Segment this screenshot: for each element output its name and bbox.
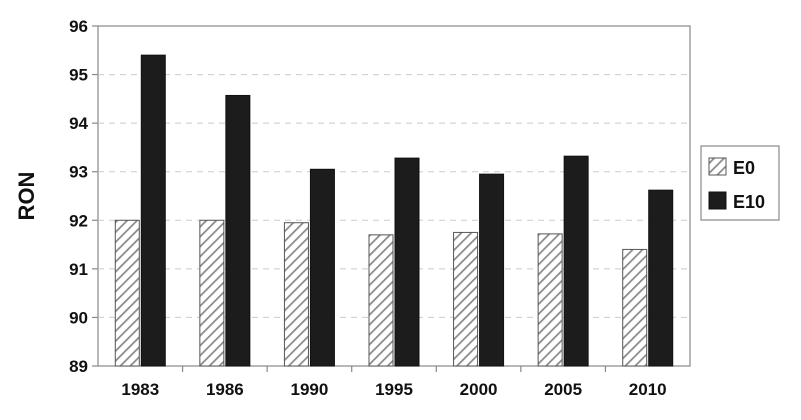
x-tick-label: 2010 [629,380,667,399]
y-axis-label: RON [14,172,39,221]
legend-swatch-e10 [708,191,727,210]
legend-label-e0: E0 [733,158,755,178]
x-tick-label: 2005 [544,380,582,399]
x-tick-label: 1995 [375,380,413,399]
bar-e10-1983 [140,54,166,367]
bar-e10-2005 [563,155,589,367]
x-tick-labels: 1983 1986 1990 1995 2000 2005 2010 [121,366,667,399]
x-tick-label: 2000 [460,380,498,399]
y-tick-label: 96 [69,17,88,36]
y-tick-label: 91 [69,260,88,279]
y-tick-label: 90 [69,308,88,327]
bar-e10-1995 [394,157,420,367]
bar-e10-1990 [309,168,335,367]
bar-e0-2005 [537,233,563,367]
y-tick-labels: 89 90 91 92 93 94 95 96 [69,17,98,376]
legend: E0 E10 [700,145,780,221]
bar-e0-1990 [283,222,309,367]
bar-e0-1983 [114,219,140,367]
x-tick-label: 1990 [291,380,329,399]
y-tick-label: 89 [69,357,88,376]
x-tick-label: 1983 [121,380,159,399]
bar-e10-2010 [648,189,674,367]
bar-e0-1986 [199,219,225,367]
y-tick-label: 94 [69,114,88,133]
y-tick-label: 95 [69,66,88,85]
x-tick-label: 1986 [206,380,244,399]
bar-e10-2000 [479,173,505,367]
y-tick-label: 93 [69,163,88,182]
bars [114,54,674,367]
bar-e0-1995 [368,234,394,367]
bar-e0-2010 [622,248,648,367]
y-tick-label: 92 [69,211,88,230]
legend-label-e10: E10 [733,192,765,212]
plot-area [97,25,691,367]
bar-e0-2000 [453,231,479,367]
bar-e10-1986 [225,94,251,367]
legend-swatch-e0 [708,157,727,176]
